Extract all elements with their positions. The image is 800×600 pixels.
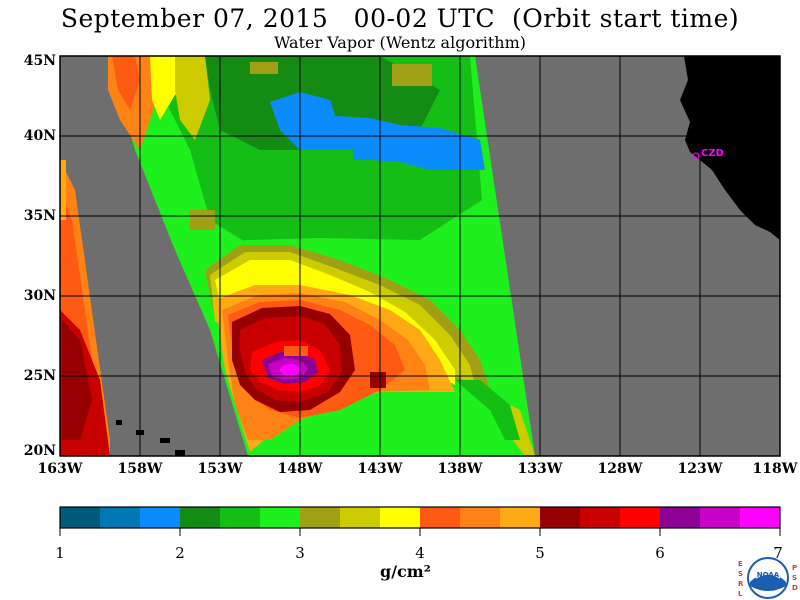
main-swath: [108, 56, 535, 456]
colorbar-swatch: [540, 507, 581, 528]
colorbar-swatch: [220, 507, 261, 528]
colorbar-tick-label: 6: [655, 544, 665, 562]
lat-label: 35N: [23, 208, 56, 224]
lon-label: 163W: [37, 461, 83, 477]
colorbar: [59, 507, 781, 536]
lat-label: 30N: [23, 288, 56, 304]
lon-label: 123W: [677, 461, 723, 477]
colorbar-swatch: [300, 507, 341, 528]
colorbar-swatch: [740, 507, 781, 528]
colorbar-swatch: [340, 507, 381, 528]
colorbar-tick-label: 1: [55, 544, 65, 562]
lon-label: 118W: [752, 461, 798, 477]
noaa-logo-icon: NOAA: [747, 557, 789, 599]
lat-label: 45N: [23, 53, 56, 69]
map-subtitle: Water Vapor (Wentz algorithm): [273, 33, 526, 52]
lon-label: 133W: [517, 461, 563, 477]
colorbar-swatch: [260, 507, 301, 528]
colorbar-tick-label: 5: [535, 544, 545, 562]
colorbar-swatch: [420, 507, 461, 528]
colorbar-tick-label: 2: [175, 544, 185, 562]
colorbar-tick-label: 4: [415, 544, 425, 562]
colorbar-swatch: [700, 507, 741, 528]
colorbar-swatch: [100, 507, 141, 528]
svg-text:NOAA: NOAA: [757, 571, 780, 579]
lat-label: 20N: [23, 443, 56, 459]
map-title: September 07, 2015 00-02 UTC (Orbit star…: [60, 4, 740, 33]
lon-label: 128W: [597, 461, 643, 477]
north-america-land: [680, 56, 780, 240]
colorbar-swatch: [460, 507, 501, 528]
colorbar-tick-label: 7: [773, 544, 783, 562]
lon-label: 158W: [117, 461, 163, 477]
station-marker: [692, 152, 700, 160]
esrl-psd-logo: E S R L P S D NOAA: [736, 556, 800, 600]
left-swath: [60, 160, 110, 456]
map-frame: [59, 55, 781, 457]
lon-label: 153W: [197, 461, 243, 477]
colorbar-tick-label: 3: [295, 544, 305, 562]
lon-label: 138W: [437, 461, 483, 477]
lon-label: 143W: [357, 461, 403, 477]
colorbar-swatch: [580, 507, 621, 528]
colorbar-frame: [59, 506, 781, 529]
lat-label: 25N: [23, 368, 56, 384]
lon-label: 148W: [277, 461, 323, 477]
map-grid: [60, 56, 780, 456]
colorbar-swatch: [500, 507, 541, 528]
colorbar-swatch: [660, 507, 701, 528]
colorbar-swatch: [60, 507, 101, 528]
lat-label: 40N: [23, 128, 56, 144]
colorbar-swatch: [140, 507, 181, 528]
colorbar-units: g/cm²: [380, 562, 431, 581]
station-label: CZD: [701, 148, 724, 159]
colorbar-swatch: [180, 507, 221, 528]
colorbar-swatch: [380, 507, 421, 528]
colorbar-swatch: [620, 507, 661, 528]
